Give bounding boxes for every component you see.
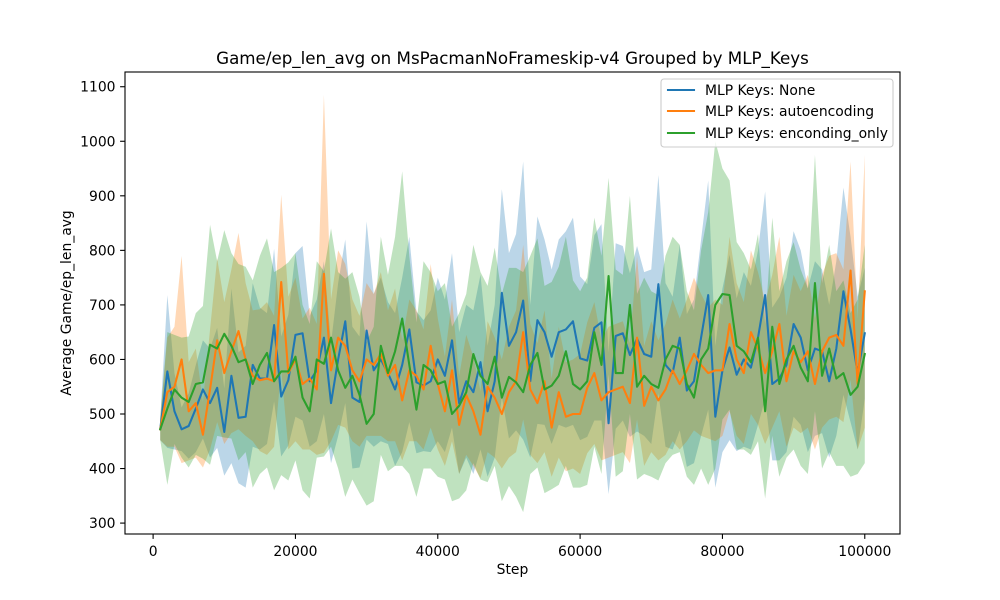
- band-enconding-only: [160, 141, 865, 513]
- plot-frame: [124, 71, 901, 535]
- legend-box: [660, 78, 894, 148]
- x-tick-label: 0: [149, 544, 158, 560]
- legend-label-none: MLP Keys: None: [705, 83, 815, 99]
- y-tick-label: 900: [89, 189, 116, 205]
- legend-entry-autoencoding: MLP Keys: autoencoding: [666, 104, 874, 120]
- x-tick-label: 60000: [558, 544, 602, 560]
- x-tick-label: 20000: [273, 544, 317, 560]
- legend-entry-none: MLP Keys: None: [666, 83, 815, 99]
- band-none: [160, 161, 865, 495]
- legend-entry-enconding-only: MLP Keys: enconding_only: [666, 126, 888, 142]
- y-tick-label: 300: [89, 516, 116, 532]
- x-tick-label: 80000: [700, 544, 744, 560]
- y-tick-label: 1000: [80, 134, 115, 150]
- line-enconding-only: [158, 274, 867, 431]
- lines-layer: [158, 269, 867, 436]
- y-tick-label: 500: [89, 407, 116, 423]
- band-autoencoding: [160, 94, 865, 479]
- y-tick-label: 1100: [80, 80, 115, 96]
- bands-layer: [160, 94, 865, 513]
- x-tick-label: 40000: [416, 544, 460, 560]
- y-tick-label: 800: [89, 243, 116, 259]
- y-tick-label: 700: [89, 298, 116, 314]
- legend: MLP Keys: None MLP Keys: autoencoding ML…: [660, 78, 894, 148]
- legend-label-autoencoding: MLP Keys: autoencoding: [705, 104, 874, 120]
- line-autoencoding: [159, 269, 866, 436]
- line-none: [159, 283, 866, 434]
- y-axis: 300 400 500 600 700 800 900 1000 1100: [80, 80, 125, 532]
- y-tick-label: 400: [89, 462, 116, 478]
- x-tick-label: 100000: [838, 544, 891, 560]
- x-axis-label: Step: [497, 562, 529, 578]
- legend-label-enconding-only: MLP Keys: enconding_only: [705, 126, 888, 142]
- x-axis: 0 20000 40000 60000 80000 100000: [149, 534, 891, 560]
- y-tick-label: 600: [89, 352, 116, 368]
- y-axis-label: Average Game/ep_len_avg: [59, 210, 75, 396]
- chart-title: Game/ep_len_avg on MsPacmanNoFrameskip-v…: [216, 48, 809, 69]
